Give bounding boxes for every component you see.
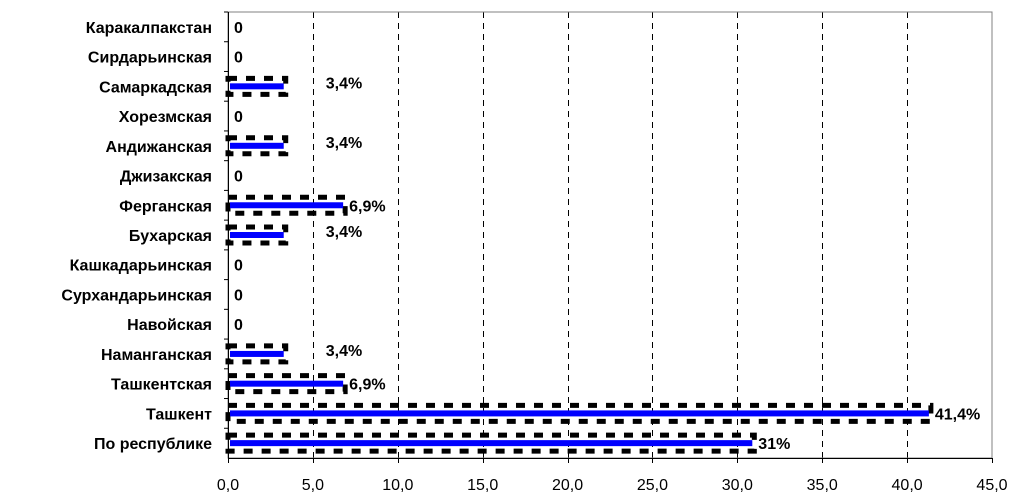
bar [225, 373, 348, 395]
category-label: Сирдарьинская [88, 50, 212, 67]
x-tick-label: 30,0 [722, 477, 753, 494]
data-label: 0 [234, 258, 243, 275]
category-label: Бухарская [129, 228, 212, 245]
data-label: 6,9% [349, 198, 385, 215]
bar [225, 135, 289, 157]
category-label: Андижанская [106, 139, 212, 156]
bar [225, 224, 289, 246]
bar-fill [230, 380, 344, 387]
category-label: Ташкентская [111, 377, 212, 394]
bar-pattern [225, 373, 348, 395]
x-tick-label: 25,0 [637, 477, 668, 494]
bar-fill [230, 202, 344, 209]
category-label: Наманганская [101, 347, 212, 364]
bar [225, 432, 757, 454]
bar [225, 343, 289, 365]
data-label: 3,4% [326, 75, 362, 92]
category-label: Кашкадарьинская [70, 258, 212, 275]
data-label: 3,4% [326, 224, 362, 241]
x-tick-label: 0,0 [217, 477, 239, 494]
category-label: Самаркадская [99, 79, 212, 96]
bar [225, 75, 289, 97]
bar-fill [230, 142, 284, 149]
bars [225, 75, 934, 454]
data-label: 0 [234, 317, 243, 334]
bar-fill [230, 440, 753, 447]
category-label: Каракалпакстан [86, 20, 212, 37]
gridlines [313, 12, 908, 458]
category-label: По республике [94, 436, 212, 453]
data-label: 0 [234, 287, 243, 304]
category-label: Хорезмская [119, 109, 212, 126]
data-label: 0 [234, 50, 243, 67]
data-label: 0 [234, 20, 243, 37]
x-tick-label: 10,0 [382, 477, 413, 494]
category-label: Джизакская [120, 169, 212, 186]
x-tick-label: 5,0 [302, 477, 324, 494]
labels: 0,0 5,0 10,0 15,0 20,0 25,0 30,0 35,0 40,0 45,0 Ка… [61, 20, 1007, 494]
bar-pattern [225, 194, 348, 216]
category-label: Ферганская [119, 198, 212, 215]
x-tick-label: 40,0 [892, 477, 923, 494]
bar-fill [230, 232, 284, 238]
bar-fill [230, 350, 284, 357]
data-label: 41,4% [935, 406, 980, 423]
data-label: 0 [234, 109, 243, 126]
bar [225, 194, 348, 216]
x-tick-label: 20,0 [552, 477, 583, 494]
bar-pattern [225, 402, 934, 424]
data-label: 6,9% [349, 377, 385, 394]
bar-fill [230, 83, 284, 90]
data-label: 3,4% [326, 135, 362, 152]
category-label: Ташкент [146, 406, 212, 423]
data-label: 31% [758, 436, 790, 453]
x-tick-label: 15,0 [467, 477, 498, 494]
data-label: 0 [234, 169, 243, 186]
category-label: Навойская [127, 317, 212, 334]
bar-fill [230, 410, 929, 417]
category-label: Сурхандарьинская [61, 287, 212, 304]
data-label: 3,4% [326, 343, 362, 360]
bar [225, 402, 934, 424]
x-tick-label: 45,0 [976, 477, 1007, 494]
x-tick-label: 35,0 [807, 477, 838, 494]
